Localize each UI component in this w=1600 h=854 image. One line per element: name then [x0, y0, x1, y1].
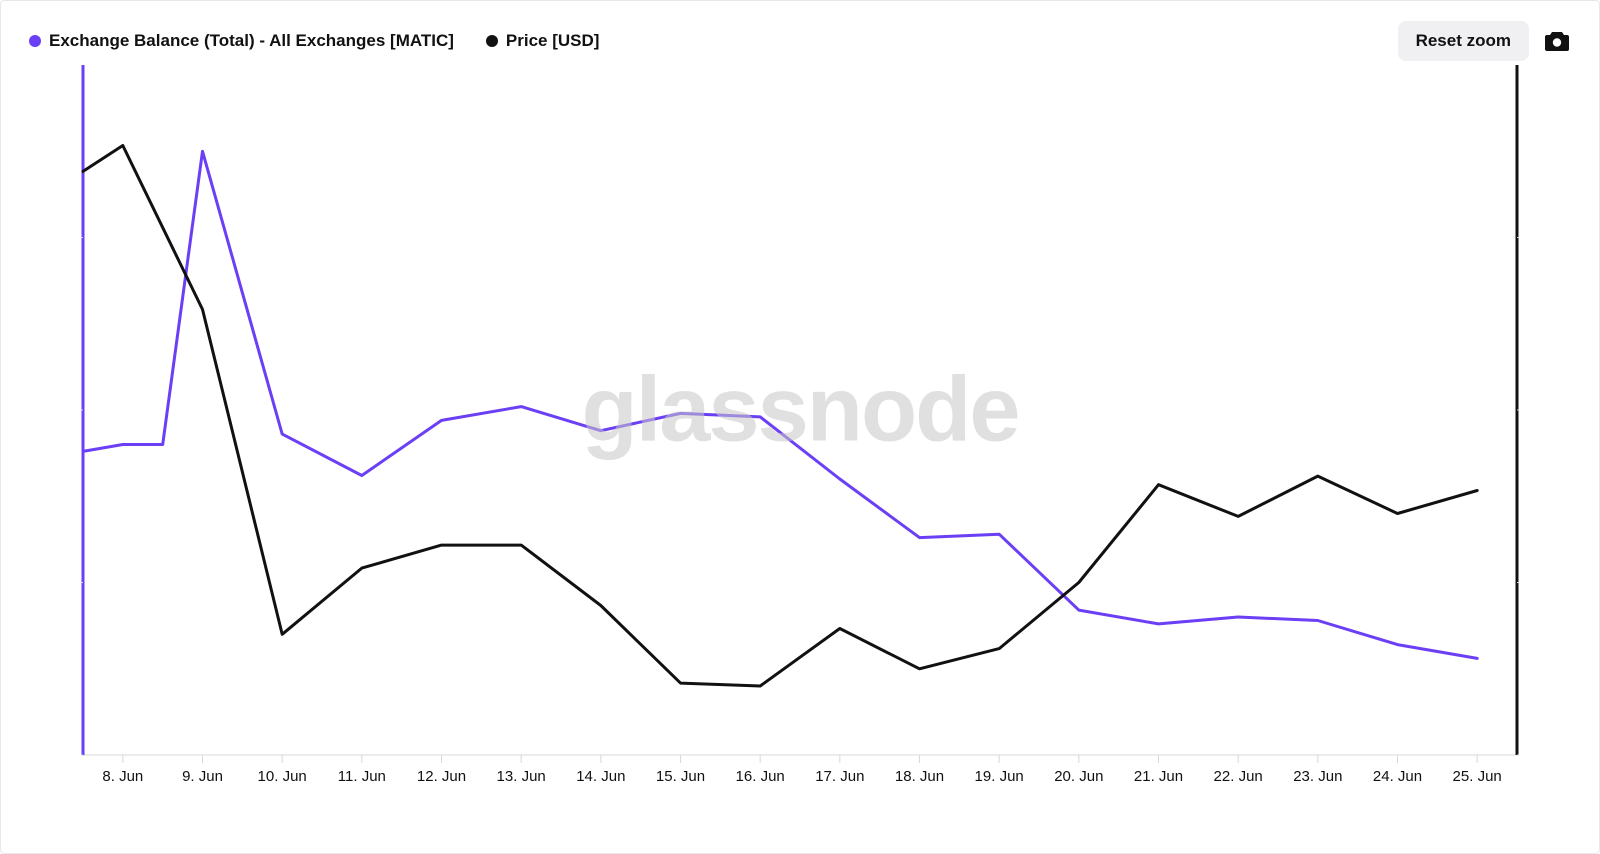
reset-zoom-button[interactable]: Reset zoom: [1398, 21, 1529, 61]
svg-text:9. Jun: 9. Jun: [182, 768, 223, 783]
camera-icon: [1544, 30, 1570, 52]
svg-text:11. Jun: 11. Jun: [338, 768, 386, 783]
legend-label-balance: Exchange Balance (Total) - All Exchanges…: [49, 31, 454, 51]
chart-container: Exchange Balance (Total) - All Exchanges…: [0, 0, 1600, 854]
legend-label-price: Price [USD]: [506, 31, 600, 51]
svg-text:22. Jun: 22. Jun: [1214, 768, 1263, 783]
svg-text:19. Jun: 19. Jun: [975, 768, 1024, 783]
svg-text:13. Jun: 13. Jun: [497, 768, 546, 783]
svg-text:12. Jun: 12. Jun: [417, 768, 466, 783]
chart-svg: 8. Jun 9. Jun 10. Jun 11. Jun 12. Jun 13. Jun…: [81, 65, 1519, 783]
screenshot-button[interactable]: [1543, 29, 1571, 53]
legend: Exchange Balance (Total) - All Exchanges…: [29, 31, 599, 51]
legend-item-price[interactable]: Price [USD]: [486, 31, 600, 51]
legend-item-balance[interactable]: Exchange Balance (Total) - All Exchanges…: [29, 31, 454, 51]
svg-text:18. Jun: 18. Jun: [895, 768, 944, 783]
svg-text:17. Jun: 17. Jun: [815, 768, 864, 783]
legend-dot-price: [486, 35, 498, 47]
svg-text:16. Jun: 16. Jun: [736, 768, 785, 783]
topbar: Exchange Balance (Total) - All Exchanges…: [29, 21, 1571, 61]
svg-text:8. Jun: 8. Jun: [102, 768, 143, 783]
svg-text:15. Jun: 15. Jun: [656, 768, 705, 783]
toolbar: Reset zoom: [1398, 21, 1571, 61]
svg-text:21. Jun: 21. Jun: [1134, 768, 1183, 783]
svg-text:23. Jun: 23. Jun: [1293, 768, 1342, 783]
svg-text:14. Jun: 14. Jun: [576, 768, 625, 783]
svg-text:20. Jun: 20. Jun: [1054, 768, 1103, 783]
chart-area[interactable]: glassnode 8. Jun9. Jun10. Jun11. Jun12. …: [81, 65, 1519, 783]
svg-text:10. Jun: 10. Jun: [258, 768, 307, 783]
legend-dot-balance: [29, 35, 41, 47]
svg-text:24. Jun: 24. Jun: [1373, 768, 1422, 783]
svg-text:25. Jun: 25. Jun: [1453, 768, 1502, 783]
